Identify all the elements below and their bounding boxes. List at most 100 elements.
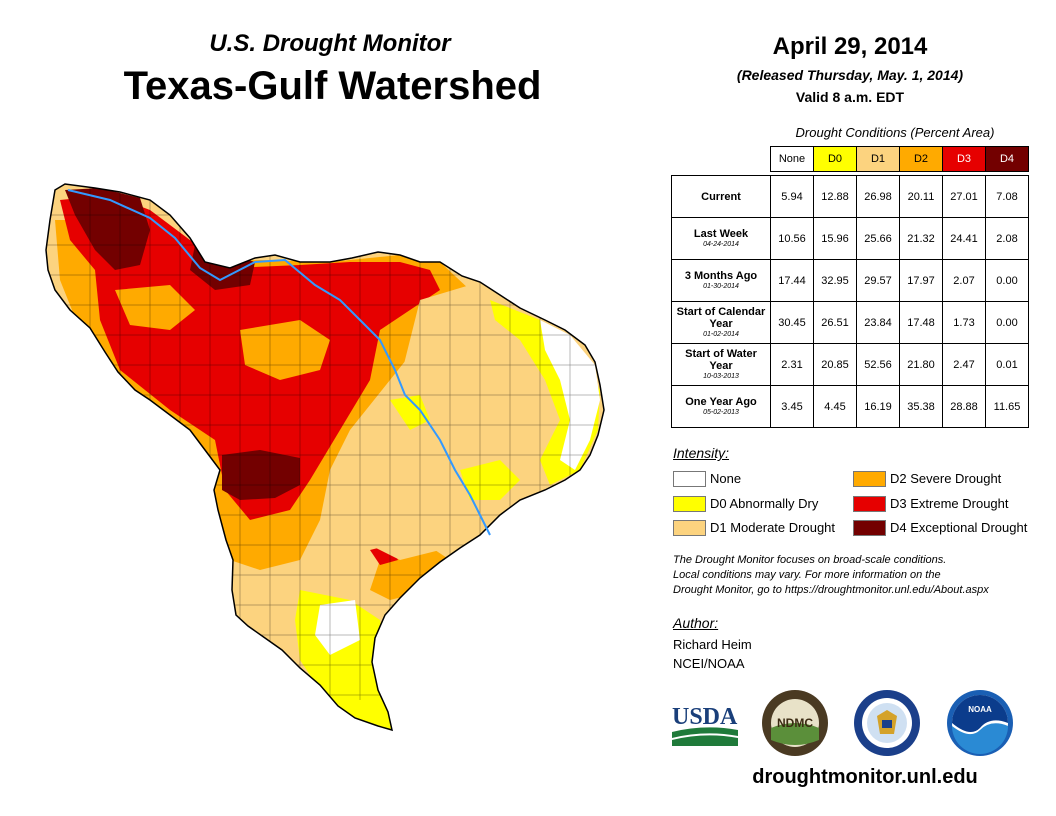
subtitle: U.S. Drought Monitor	[209, 30, 451, 57]
table-cell: 29.57	[856, 259, 900, 302]
table-row: Start of Calendar Year 01-02-2014 30.45 26.…	[671, 301, 1029, 344]
note-line: Local conditions may vary. For more info…	[673, 569, 941, 581]
author-name: Richard Heim	[673, 637, 752, 652]
d0-coast	[460, 460, 520, 500]
row-label: Last Week 04-24-2014	[671, 217, 771, 260]
ndmc-logo: NDMC	[762, 690, 828, 756]
table-cell: 0.01	[985, 343, 1029, 386]
d1-east	[340, 285, 580, 560]
row-label: Start of Calendar Year 01-02-2014	[671, 301, 771, 344]
table-cell: 3.45	[770, 385, 814, 428]
row-label-text: Start of Water Year	[685, 348, 757, 372]
table-cell: 2.31	[770, 343, 814, 386]
table-cell: 26.51	[813, 301, 857, 344]
row-label-text: Start of Calendar Year	[676, 306, 766, 330]
column-header: D1	[856, 146, 900, 172]
table-cell: 35.38	[899, 385, 943, 428]
river	[67, 189, 491, 536]
table-cell: 21.80	[899, 343, 943, 386]
svg-text:USDA: USDA	[672, 704, 738, 730]
column-header: D0	[813, 146, 857, 172]
table-cell: 12.88	[813, 175, 857, 218]
svg-text:NOAA: NOAA	[968, 705, 992, 714]
author-org: NCEI/NOAA	[673, 656, 745, 671]
table-cell: 32.95	[813, 259, 857, 302]
watershed-outline	[45, 183, 605, 732]
row-label-text: Last Week	[693, 228, 749, 240]
legend-swatch	[673, 471, 706, 487]
column-header: D3	[942, 146, 986, 172]
commerce-seal-logo	[854, 690, 920, 756]
row-label-date: 04-24-2014	[703, 241, 739, 248]
row-label-date: 01-02-2014	[703, 331, 739, 338]
table-cell: 21.32	[899, 217, 943, 260]
table-cell: 26.98	[856, 175, 900, 218]
legend-label: D4 Exceptional Drought	[890, 520, 1028, 535]
table-cell: 2.47	[942, 343, 986, 386]
legend-label: D2 Severe Drought	[890, 471, 1002, 486]
table-row: 3 Months Ago 01-30-2014 17.44 32.95 29.57 17.…	[671, 259, 1029, 302]
author-heading: Author:	[673, 615, 719, 631]
table-row: Start of Water Year 10-03-2013 2.31 20.85 52…	[671, 343, 1029, 386]
column-header: D2	[899, 146, 943, 172]
table-cell: 2.08	[985, 217, 1029, 260]
legend-swatch	[673, 496, 706, 512]
row-label: 3 Months Ago 01-30-2014	[671, 259, 771, 302]
table-cell: 25.66	[856, 217, 900, 260]
table-cell: 7.08	[985, 175, 1029, 218]
table-cell: 30.45	[770, 301, 814, 344]
usda-logo: USDA	[672, 704, 738, 746]
legend-title: Intensity:	[673, 445, 730, 461]
legend-swatch	[853, 471, 886, 487]
legend-label: None	[710, 471, 742, 486]
row-label: Current	[671, 175, 771, 218]
table-cell: 52.56	[856, 343, 900, 386]
table-row: Current 5.94 12.88 26.98 20.11 27.01 7.08	[671, 175, 1029, 218]
table-cell: 17.48	[899, 301, 943, 344]
row-label-text: Current	[701, 190, 741, 203]
note-line: Drought Monitor, go to https://droughtmo…	[673, 584, 989, 596]
valid-time: Valid 8 a.m. EDT	[795, 89, 905, 105]
map-date: April 29, 2014	[772, 33, 928, 60]
table-cell: 20.11	[899, 175, 943, 218]
table-cell: 0.00	[985, 259, 1029, 302]
table-cell: 11.65	[985, 385, 1029, 428]
table-cell: 15.96	[813, 217, 857, 260]
table-cell: 27.01	[942, 175, 986, 218]
table-corner	[671, 146, 771, 172]
table-cell: 28.88	[942, 385, 986, 428]
d2-inset-west	[115, 285, 195, 330]
table-cell: 17.44	[770, 259, 814, 302]
row-label-date: 01-30-2014	[703, 283, 739, 290]
table-caption: Drought Conditions (Percent Area)	[795, 125, 995, 140]
row-label-date: 10-03-2013	[703, 373, 739, 380]
table-cell: 1.73	[942, 301, 986, 344]
row-label: Start of Water Year 10-03-2013	[671, 343, 771, 386]
noaa-logo: NOAA	[947, 690, 1013, 756]
table-cell: 16.19	[856, 385, 900, 428]
table-cell: 24.41	[942, 217, 986, 260]
legend-swatch	[853, 496, 886, 512]
table-cell: 20.85	[813, 343, 857, 386]
legend-label: D0 Abnormally Dry	[710, 496, 819, 511]
legend-label: D3 Extreme Drought	[890, 496, 1009, 511]
row-label-text: One Year Ago	[685, 396, 757, 408]
table-cell: 10.56	[770, 217, 814, 260]
row-label: One Year Ago 05-02-2013	[671, 385, 771, 428]
table-row: One Year Ago 05-02-2013 3.45 4.45 16.19 35.38…	[671, 385, 1029, 428]
disclaimer-note: The Drought Monitor focuses on broad-sca…	[673, 553, 1043, 598]
legend-swatch	[853, 520, 886, 536]
column-header: D4	[985, 146, 1029, 172]
legend-label: D1 Moderate Drought	[710, 520, 836, 535]
website-link[interactable]: droughtmonitor.unl.edu	[752, 766, 978, 788]
release-date: (Released Thursday, May. 1, 2014)	[736, 67, 964, 83]
row-label-text: 3 Months Ago	[684, 270, 758, 282]
table-cell: 17.97	[899, 259, 943, 302]
drought-map	[45, 183, 605, 732]
row-label-date: 05-02-2013	[703, 409, 739, 416]
legend-swatch	[673, 520, 706, 536]
none-south	[315, 600, 360, 655]
drought-conditions-table: None D0 D1 D2 D3 D4 Current 5.94 12.88 26.98 20.11…	[671, 146, 1029, 428]
d4-area-south	[222, 450, 300, 500]
svg-text:NDMC: NDMC	[777, 716, 813, 730]
